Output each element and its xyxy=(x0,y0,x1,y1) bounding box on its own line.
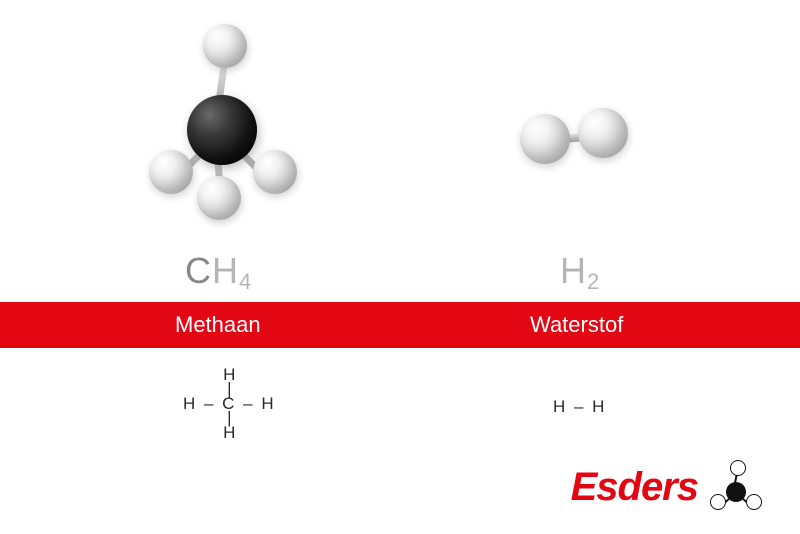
name-bar: Methaan Waterstof xyxy=(0,302,800,348)
methane-formula: CH4 xyxy=(185,250,252,292)
logo-text: Esders xyxy=(571,465,698,510)
methane-name: Methaan xyxy=(175,312,261,338)
formula-carbon: C xyxy=(185,250,212,291)
diagram-container: CH4 H2 Methaan Waterstof H | H – C – H |… xyxy=(0,0,800,534)
logo-molecule-icon xyxy=(708,464,764,510)
methane-structural: H | H – C – H | H xyxy=(183,366,276,441)
formula-sub: 4 xyxy=(239,269,252,294)
formula-row: CH4 H2 xyxy=(0,250,800,300)
hydrogen-structural: H – H xyxy=(553,398,606,415)
formula-hydrogen: H xyxy=(560,250,587,291)
formula-sub: 2 xyxy=(587,269,600,294)
formula-hydrogen: H xyxy=(212,250,239,291)
hydrogen-formula: H2 xyxy=(560,250,600,292)
molecules-3d-row xyxy=(0,40,800,240)
brand-logo: Esders xyxy=(571,464,764,510)
hydrogen-name: Waterstof xyxy=(530,312,623,338)
